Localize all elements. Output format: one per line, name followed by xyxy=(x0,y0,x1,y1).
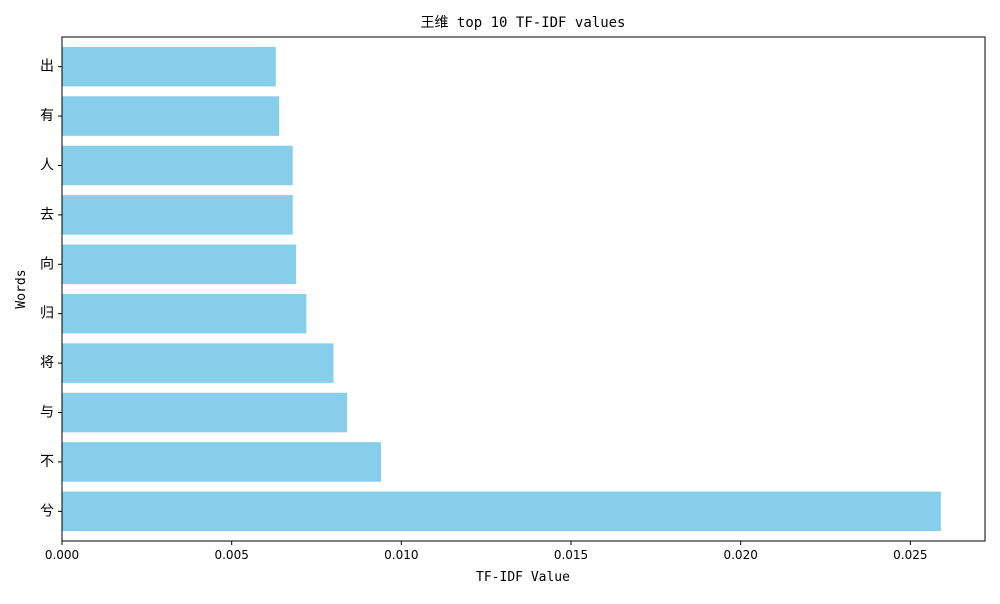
bar xyxy=(62,442,381,482)
y-axis-ticks: 兮 不 与 将 归 向 去 人 有 出 xyxy=(40,59,62,519)
y-tick-label: 与 xyxy=(40,405,54,421)
bar xyxy=(62,343,334,383)
plot-frame xyxy=(61,36,986,542)
bar xyxy=(62,195,293,235)
x-tick-label: 0.010 xyxy=(384,548,418,562)
bar xyxy=(62,46,276,87)
x-tick-label: 0.020 xyxy=(723,548,757,562)
bar xyxy=(62,491,941,532)
x-tick-label: 0.005 xyxy=(214,548,248,562)
bar xyxy=(62,244,297,285)
y-tick-label: 去 xyxy=(40,207,54,223)
bar xyxy=(62,293,307,334)
y-tick-label: 向 xyxy=(40,256,54,272)
chart-title: 王维 top 10 TF-IDF values xyxy=(420,15,625,31)
x-axis-ticks: 0.000 0.005 0.010 0.015 0.020 0.025 xyxy=(45,541,928,562)
bar xyxy=(62,96,280,136)
bar xyxy=(62,392,348,433)
x-tick-label: 0.015 xyxy=(554,548,588,562)
y-tick-label: 有 xyxy=(40,108,54,124)
y-tick-label: 出 xyxy=(40,59,54,75)
y-tick-label: 兮 xyxy=(40,503,54,519)
y-tick-label: 归 xyxy=(40,305,54,322)
bar xyxy=(62,145,293,186)
x-axis-label: TF-IDF Value xyxy=(476,570,570,585)
y-tick-label: 不 xyxy=(40,454,54,470)
x-tick-label: 0.025 xyxy=(893,548,927,562)
y-tick-label: 人 xyxy=(40,157,54,173)
plot-area xyxy=(61,36,986,542)
y-tick-label: 将 xyxy=(40,355,54,371)
x-tick-label: 0.000 xyxy=(45,548,79,562)
y-axis-label: Words xyxy=(14,269,29,308)
